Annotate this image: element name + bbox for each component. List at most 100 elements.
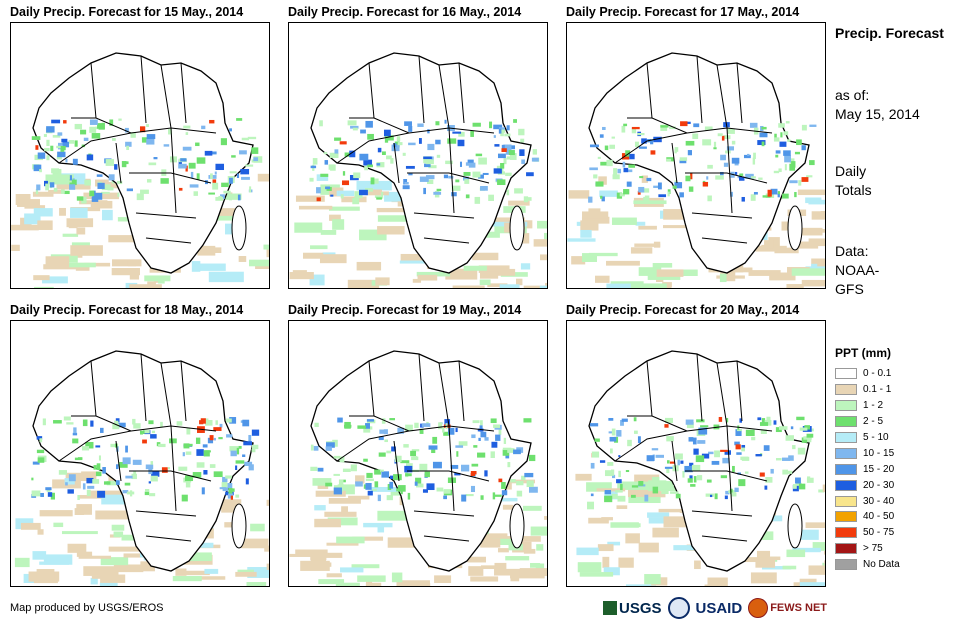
country-border: [413, 510, 475, 517]
rain-cell: [660, 125, 669, 128]
rain-cell: [526, 172, 534, 177]
rain-cell: [408, 172, 413, 176]
rain-cell: [667, 460, 670, 464]
rain-cell: [95, 445, 101, 448]
rain-cell: [61, 189, 65, 194]
rain-cell: [484, 470, 488, 477]
rain-cell: [426, 421, 429, 425]
ocean-precip-patch: [11, 244, 20, 251]
rain-cell: [621, 125, 626, 133]
ocean-precip-patch: [755, 245, 787, 252]
rain-cell: [316, 187, 321, 194]
ocean-precip-patch: [32, 191, 54, 197]
rain-cell: [526, 197, 532, 201]
rain-cell: [196, 462, 205, 468]
ocean-precip-patch: [181, 570, 210, 576]
rain-cell: [403, 444, 409, 448]
ocean-precip-patch: [312, 478, 332, 486]
ocean-precip-patch: [328, 498, 361, 504]
ocean-precip-patch: [630, 247, 653, 254]
rain-cell: [625, 470, 630, 473]
rain-cell: [236, 173, 240, 178]
ocean-precip-patch: [309, 274, 325, 286]
ocean-precip-patch: [571, 256, 586, 265]
ocean-precip-patch: [811, 258, 825, 267]
rain-cell: [236, 118, 243, 121]
rain-cell: [96, 463, 101, 470]
ocean-precip-patch: [140, 561, 155, 572]
rain-cell: [660, 124, 668, 131]
rain-cell: [720, 171, 724, 176]
rain-cell: [638, 480, 644, 486]
rain-cell: [46, 155, 50, 161]
ocean-precip-patch: [487, 283, 508, 288]
rain-cell: [461, 494, 467, 502]
rain-cell: [400, 460, 410, 464]
rain-cell: [630, 494, 636, 498]
rain-cell: [243, 441, 253, 446]
country-border: [160, 362, 172, 427]
rain-cell: [350, 125, 359, 129]
rain-cell: [378, 452, 386, 457]
rain-cell: [185, 482, 191, 488]
legend-swatch: [835, 463, 857, 475]
rain-cell: [691, 464, 701, 472]
rain-cell: [402, 185, 410, 190]
ocean-precip-patch: [811, 263, 818, 272]
rain-cell: [133, 470, 137, 475]
rain-cell: [782, 193, 789, 199]
rain-cell: [497, 179, 506, 186]
rain-cell: [58, 470, 68, 475]
rain-cell: [795, 477, 801, 484]
rain-cell: [615, 490, 623, 493]
legend-item: 0 - 0.1: [835, 366, 960, 382]
rain-cell: [715, 175, 724, 180]
rain-cell: [707, 164, 713, 169]
rain-cell: [679, 157, 688, 161]
rain-cell: [739, 173, 744, 176]
rain-cell: [209, 119, 215, 124]
rain-cell: [82, 483, 86, 490]
rain-cell: [455, 427, 458, 433]
rain-cell: [45, 487, 52, 491]
ocean-precip-patch: [417, 274, 438, 281]
rain-cell: [463, 176, 469, 181]
rain-cell: [794, 192, 797, 198]
rain-cell: [245, 164, 254, 167]
rain-cell: [780, 132, 783, 138]
ocean-precip-patch: [656, 277, 664, 282]
rain-cell: [495, 434, 501, 441]
ocean-precip-patch: [111, 268, 140, 276]
rain-cell: [146, 124, 149, 128]
rain-cell: [518, 128, 525, 136]
rain-cell: [63, 190, 70, 195]
rain-cell: [114, 420, 119, 425]
ocean-precip-patch: [634, 474, 660, 484]
rain-cell: [74, 457, 83, 461]
rain-cell: [363, 159, 373, 166]
rain-cell: [801, 124, 807, 131]
rain-cell: [611, 469, 615, 476]
rain-cell: [723, 135, 731, 140]
rain-cell: [618, 455, 621, 458]
data-label: Data:: [835, 243, 869, 259]
country-border: [180, 360, 187, 422]
rain-cell: [806, 477, 814, 483]
rain-cell: [139, 126, 146, 133]
legend-label: 15 - 20: [863, 463, 895, 475]
rain-cell: [472, 122, 481, 127]
rain-cell: [777, 191, 780, 195]
ocean-precip-patch: [377, 510, 411, 521]
rain-cell: [767, 189, 772, 197]
rain-cell: [132, 418, 136, 425]
rain-cell: [101, 184, 111, 191]
ocean-precip-patch: [648, 480, 667, 492]
rain-cell: [334, 137, 342, 141]
rain-cell: [641, 138, 647, 144]
rain-cell: [758, 177, 763, 180]
ocean-precip-patch: [606, 260, 640, 266]
rain-cell: [69, 175, 72, 182]
rain-cell: [804, 438, 812, 443]
rain-cell: [407, 492, 411, 500]
ocean-precip-patch: [316, 174, 329, 181]
